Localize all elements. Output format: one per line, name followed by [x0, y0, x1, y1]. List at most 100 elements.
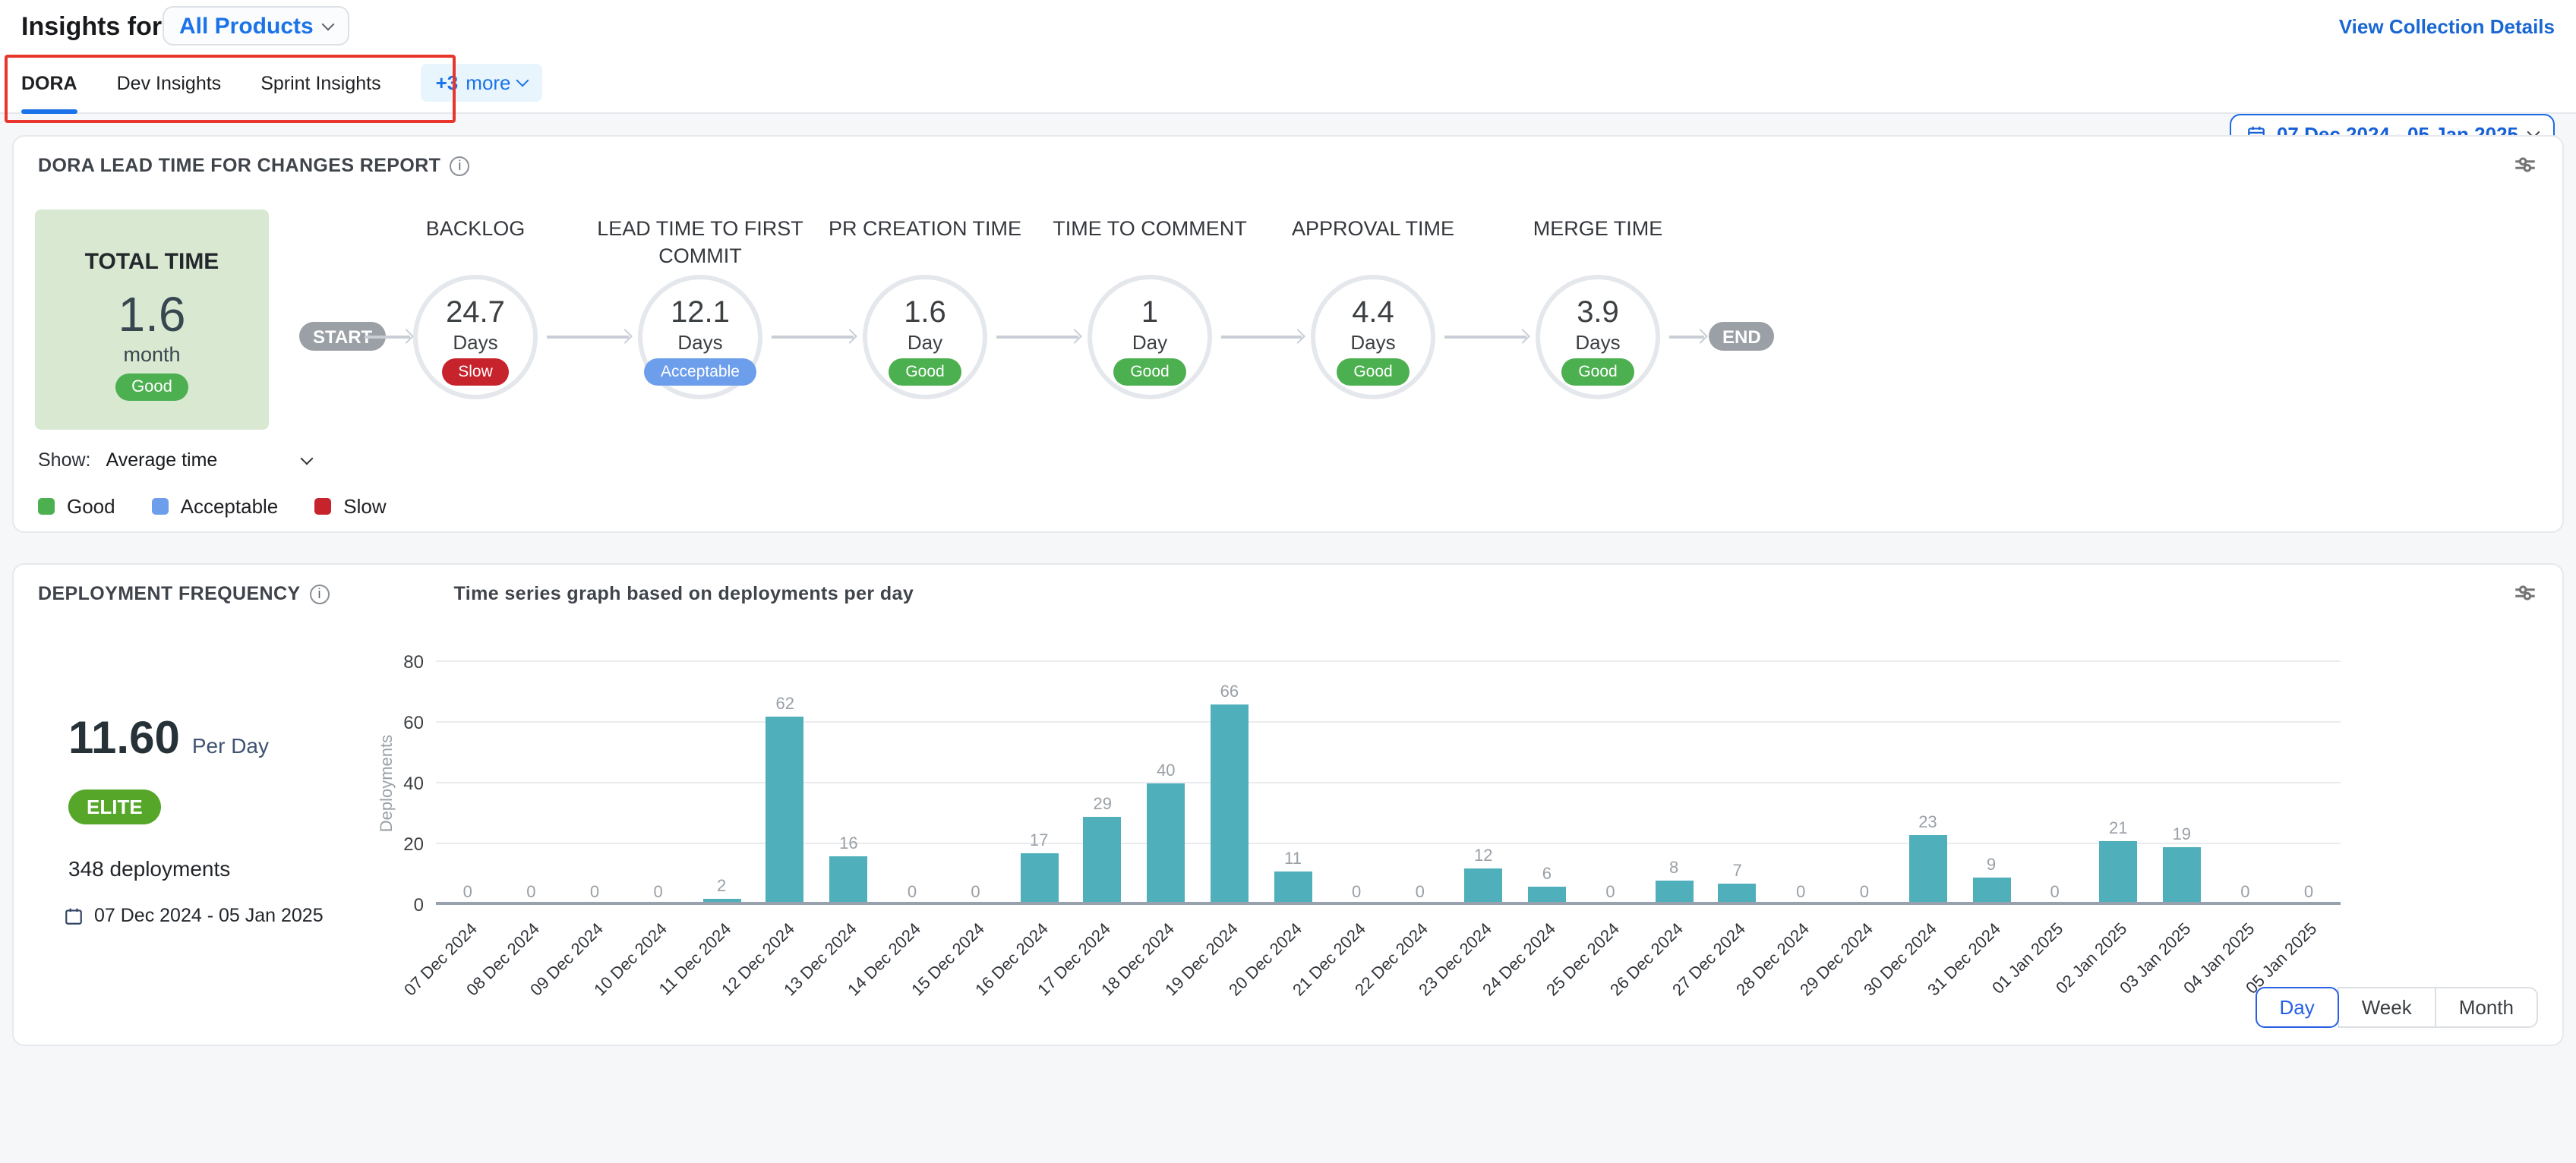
- bar[interactable]: [1718, 884, 1757, 905]
- bar[interactable]: [1655, 881, 1694, 905]
- more-tabs-dropdown[interactable]: +3 more: [420, 64, 543, 102]
- bar-slot[interactable]: 2 11 Dec 2024: [655, 662, 753, 999]
- tab-bar: DORA Dev Insights Sprint Insights +3 more 07…: [0, 52, 2576, 153]
- stage-circle: 1 Day Good: [1088, 275, 1212, 399]
- bar-value-label: 66: [1220, 683, 1239, 701]
- flow-arrow: [547, 336, 629, 338]
- bar-slot[interactable]: 11 20 Dec 2024: [1226, 662, 1325, 1000]
- bar-slot[interactable]: 7 27 Dec 2024: [1670, 662, 1769, 1000]
- bar-value-label: 0: [1859, 884, 1869, 902]
- gridline: [436, 660, 2341, 662]
- bar[interactable]: [1274, 871, 1312, 905]
- status-legend: Good Acceptable Slow: [38, 495, 2562, 518]
- bar-slot[interactable]: 23 30 Dec 2024: [1861, 662, 1960, 1000]
- legend-swatch-good: [38, 498, 55, 515]
- bar-value-label: 19: [2172, 826, 2192, 844]
- bar-slot[interactable]: 0 01 Jan 2025: [1990, 662, 2087, 998]
- gridline: [436, 782, 2341, 783]
- chart-settings-icon[interactable]: [2512, 152, 2538, 185]
- bar[interactable]: [829, 856, 868, 905]
- bar[interactable]: [2162, 847, 2201, 905]
- bar-slot[interactable]: 0 04 Jan 2025: [2180, 662, 2278, 998]
- info-icon[interactable]: i: [309, 584, 330, 604]
- deployments-bar-chart: Deployments 0 07 Dec 2024 0 08 Dec 2024 0 09 …: [378, 651, 2341, 1000]
- show-selector[interactable]: Show: Average time: [38, 449, 2562, 471]
- stage-label: BACKLOG: [425, 217, 526, 240]
- bar[interactable]: [1464, 868, 1503, 905]
- stage-circle: 4.4 Days Good: [1311, 275, 1435, 399]
- flow-arrow: [1444, 336, 1526, 338]
- bar-slot[interactable]: 0 10 Dec 2024: [591, 662, 690, 1000]
- bar-slot[interactable]: 0 25 Dec 2024: [1543, 662, 1643, 1000]
- total-status-badge: Good: [115, 373, 189, 402]
- lead-time-flow-diagram: TOTAL TIME 1.6 month Good START END BACK…: [14, 210, 2562, 437]
- bar-value-label: 21: [2108, 820, 2128, 838]
- bar-slot[interactable]: 6 24 Dec 2024: [1480, 662, 1579, 1000]
- bar-slot[interactable]: 0 08 Dec 2024: [464, 662, 564, 1000]
- bar[interactable]: [1972, 878, 2011, 905]
- bar-value-label: 40: [1157, 762, 1176, 780]
- stage-unit: Day: [1132, 331, 1168, 354]
- bar[interactable]: [1210, 704, 1249, 905]
- bar-slot[interactable]: 0 15 Dec 2024: [908, 662, 1008, 1000]
- bar-slot[interactable]: 66 19 Dec 2024: [1163, 662, 1261, 1000]
- bar-slot[interactable]: 21 02 Jan 2025: [2054, 662, 2150, 998]
- tab-dora[interactable]: DORA: [21, 52, 77, 114]
- bar-value-label: 62: [775, 695, 795, 714]
- view-collection-details-link[interactable]: View Collection Details: [2338, 15, 2555, 38]
- bar[interactable]: [2099, 841, 2138, 905]
- bar[interactable]: [1908, 835, 1947, 905]
- flow-arrow-head: [1290, 329, 1305, 344]
- bar[interactable]: [1083, 817, 1122, 905]
- info-icon[interactable]: i: [450, 156, 470, 175]
- bar-value-label: 0: [2240, 884, 2250, 902]
- bar-slot[interactable]: 8 26 Dec 2024: [1607, 662, 1706, 1000]
- bar[interactable]: [1147, 783, 1185, 905]
- bar-slot[interactable]: 0 29 Dec 2024: [1798, 662, 1896, 1000]
- flow-arrow-head: [1067, 329, 1082, 344]
- flow-arrow: [996, 336, 1078, 338]
- bar-slot[interactable]: 0 21 Dec 2024: [1290, 662, 1388, 1000]
- granularity-day-button[interactable]: Day: [2255, 987, 2339, 1028]
- granularity-week-button[interactable]: Week: [2337, 987, 2436, 1028]
- tab-sprint-insights[interactable]: Sprint Insights: [260, 72, 381, 93]
- bar-value-label: 0: [1351, 884, 1362, 902]
- bar-slot[interactable]: 12 23 Dec 2024: [1416, 662, 1516, 1000]
- bar-slot[interactable]: 16 13 Dec 2024: [781, 662, 881, 1000]
- bar[interactable]: [766, 717, 804, 905]
- stage-label: MERGE TIME: [1533, 217, 1663, 240]
- gridline: [436, 843, 2341, 844]
- granularity-month-button[interactable]: Month: [2434, 987, 2538, 1028]
- stage-label: PR CREATION TIME: [828, 217, 1021, 240]
- bar-slot[interactable]: 0 22 Dec 2024: [1353, 662, 1452, 1000]
- calendar-icon: [65, 907, 82, 924]
- bar-value-label: 9: [1986, 856, 1997, 875]
- bar-value-label: 17: [1029, 832, 1049, 850]
- bar-slot[interactable]: 40 18 Dec 2024: [1099, 662, 1198, 1000]
- bar-value-label: 16: [839, 835, 858, 853]
- bar-slot[interactable]: 0 09 Dec 2024: [528, 662, 627, 1000]
- stage-circle: 3.9 Days Good: [1536, 275, 1660, 399]
- tab-dev-insights[interactable]: Dev Insights: [116, 72, 222, 93]
- bar-slot[interactable]: 0 07 Dec 2024: [401, 662, 500, 1000]
- granularity-toggle: Day Week Month: [2255, 987, 2538, 1028]
- bar-slot[interactable]: 0 28 Dec 2024: [1734, 662, 1833, 1000]
- bar-value-label: 6: [1542, 865, 1552, 884]
- bar[interactable]: [1020, 853, 1059, 905]
- bar-slot[interactable]: 0 14 Dec 2024: [845, 662, 944, 1000]
- bar-slot[interactable]: 62 12 Dec 2024: [718, 662, 817, 1000]
- chevron-down-icon: [322, 17, 336, 30]
- chart-settings-icon[interactable]: [2512, 580, 2538, 613]
- bar-slot[interactable]: 29 17 Dec 2024: [1036, 662, 1135, 1000]
- bar-slot[interactable]: 19 03 Jan 2025: [2117, 662, 2214, 998]
- total-time-card: TOTAL TIME 1.6 month Good: [35, 210, 269, 430]
- bar-value-label: 0: [907, 884, 917, 902]
- bar-value-label: 8: [1668, 859, 1679, 878]
- product-selector[interactable]: All Products: [163, 6, 350, 46]
- bar-slot[interactable]: 9 31 Dec 2024: [1924, 662, 2023, 1000]
- stage-circle: 12.1 Days Acceptable: [638, 275, 762, 399]
- stage-value: 3.9: [1577, 296, 1619, 329]
- bar-slot[interactable]: 0 05 Jan 2025: [2243, 662, 2341, 998]
- bar-slot[interactable]: 17 16 Dec 2024: [972, 662, 1071, 1000]
- deployment-count: 348 deployments: [68, 856, 231, 881]
